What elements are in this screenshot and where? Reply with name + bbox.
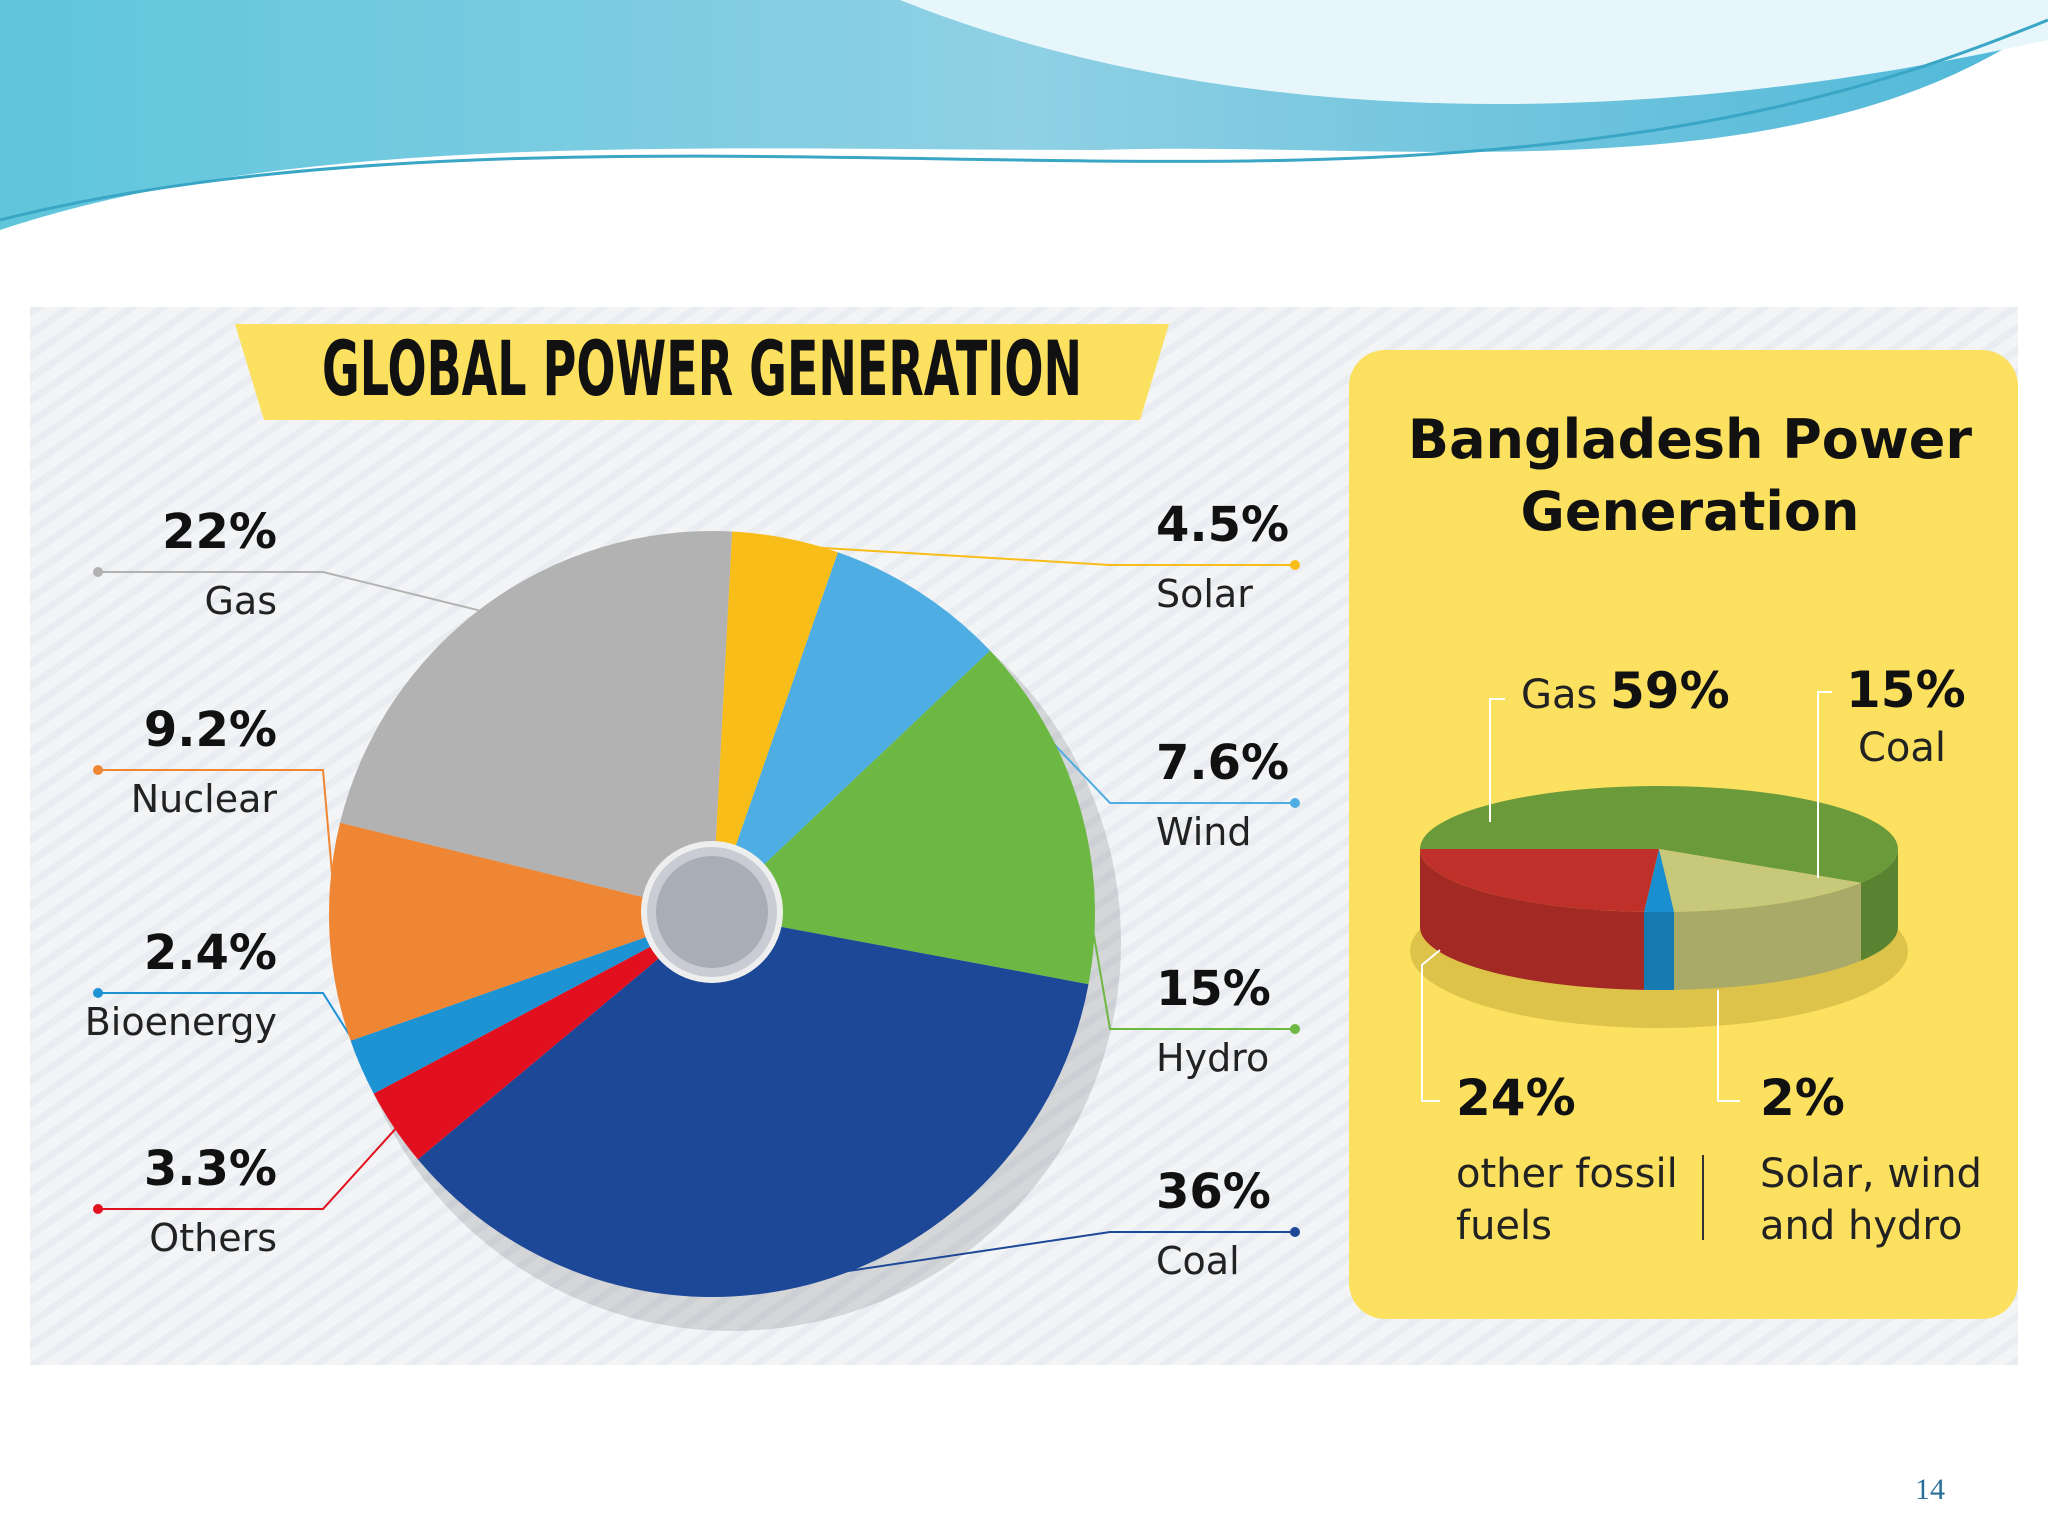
leader-dot	[93, 1204, 103, 1214]
pie-slice	[373, 914, 712, 1160]
leader-dot	[1290, 1024, 1300, 1034]
leader-line	[784, 544, 1295, 566]
pie-slice	[1420, 786, 1899, 883]
value-label: 2%	[1760, 1069, 1845, 1127]
pie-side	[1643, 911, 1675, 990]
category-label: Coal	[1156, 1239, 1240, 1283]
title-banner	[235, 324, 1169, 420]
value-label: 3.3%	[144, 1141, 277, 1197]
category-label: Nuclear	[131, 777, 278, 821]
value-label: 7.6%	[1156, 735, 1289, 791]
category-label: other fossil fuels	[1456, 1151, 1678, 1249]
chart-title: Bangladesh Power Generation	[1407, 408, 1973, 543]
pie-side	[1860, 849, 1898, 961]
pie-slice	[1643, 849, 1675, 913]
category-label: Solar, wind and hydro	[1760, 1151, 1982, 1249]
category-label: Hydro	[1156, 1036, 1269, 1080]
pie-slice	[350, 914, 712, 1094]
leader-line	[1817, 691, 1832, 878]
header-line	[0, 18, 2048, 222]
leader-dot	[93, 988, 103, 998]
pie-slice	[1420, 849, 1659, 912]
leader-dot	[93, 765, 103, 775]
value-label: 36%	[1156, 1164, 1271, 1220]
pie-slice	[1659, 849, 1861, 912]
pie-slice	[417, 914, 1089, 1297]
chart-title: GLOBAL POWER GENERATION	[322, 324, 1082, 413]
category-label: Bioenergy	[85, 1000, 277, 1044]
value-label: 59%	[1610, 662, 1730, 720]
pie-slice	[712, 650, 1095, 985]
leader-line	[98, 571, 489, 614]
category-label: Others	[149, 1216, 277, 1260]
leader-dot	[1290, 798, 1300, 808]
category-label: Coal	[1857, 725, 1946, 771]
value-label: 24%	[1456, 1069, 1576, 1127]
value-label: 15%	[1156, 961, 1271, 1017]
category-label: Wind	[1156, 810, 1252, 854]
leader-line	[1421, 949, 1441, 1102]
leader-dot	[1290, 560, 1300, 570]
category-label: Gas	[1521, 672, 1598, 718]
page-number: 14	[1915, 1473, 1945, 1506]
value-label: 2.4%	[144, 925, 277, 981]
header-wave	[900, 0, 2048, 105]
value-label: 22%	[162, 504, 277, 560]
value-label: 4.5%	[1156, 497, 1289, 553]
leader-line	[98, 769, 339, 933]
pie-side	[1674, 882, 1861, 990]
category-label: Solar	[1156, 572, 1253, 616]
pie-slice	[712, 531, 838, 914]
leader-dot	[93, 567, 103, 577]
value-label: 15%	[1846, 661, 1966, 719]
leader-line	[1717, 990, 1740, 1102]
pie-slice	[712, 552, 991, 914]
leader-line	[98, 1122, 402, 1210]
pie-slice	[329, 822, 712, 1041]
pie-side	[1420, 849, 1644, 990]
leader-line	[98, 992, 370, 1066]
leader-dot	[1290, 1227, 1300, 1237]
category-label: Gas	[204, 579, 277, 623]
pie-slice	[340, 530, 733, 914]
value-label: 9.2%	[144, 702, 277, 758]
leader-line	[1071, 807, 1295, 1030]
leader-line	[806, 1231, 1295, 1279]
logo-inner	[656, 856, 768, 968]
leader-line	[1489, 698, 1505, 822]
